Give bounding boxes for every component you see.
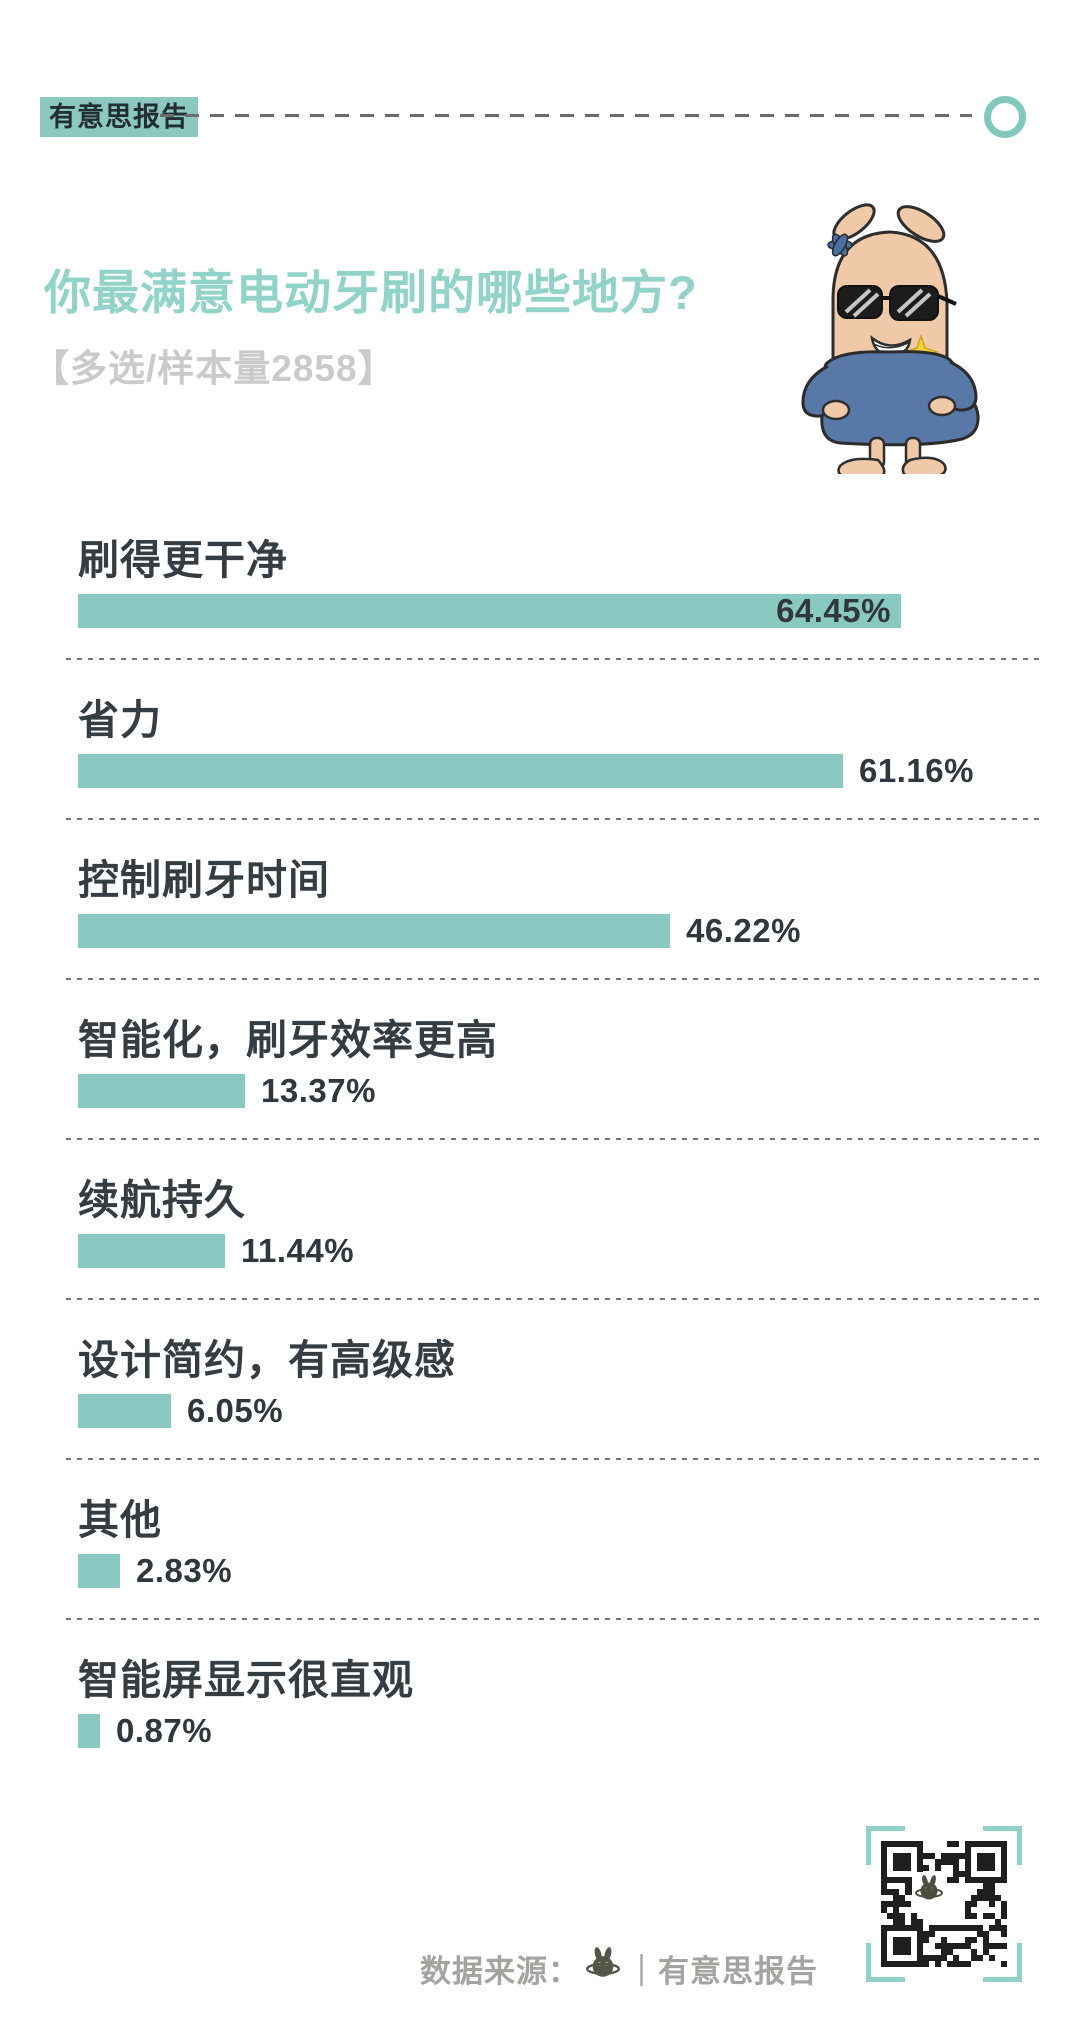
qr-bracket-icon [866,1826,905,1865]
rabbit-mascot-sunglasses-icon [778,198,1002,482]
bar-line: 11.44% [78,1232,1040,1269]
bar-line: 64.45% [78,592,1040,629]
bar-chart: 刷得更干净 64.45% 省力 61.16% 控制刷牙时间 46.22% 智能化… [66,500,1040,1780]
qr-code-block [866,1826,1022,1982]
bar [78,1074,245,1108]
bar [78,754,843,788]
qr-bracket-icon [983,1826,1022,1865]
bar-label: 续航持久 [78,1177,246,1223]
report-badge: 有意思报告 [40,97,198,137]
chart-row: 控制刷牙时间 46.22% [66,820,1040,980]
bar-line: 2.83% [78,1552,1040,1589]
bar-line: 0.87% [78,1712,1040,1749]
bar-line: 46.22% [78,912,1040,949]
chart-row: 智能屏显示很直观 0.87% [66,1620,1040,1780]
bar-value: 11.44% [241,1232,355,1269]
qr-code [881,1841,1007,1967]
chart-row: 省力 61.16% [66,660,1040,820]
bar-value: 13.37% [261,1072,376,1109]
source-prefix: 数据来源： [420,1953,580,1989]
bar-line: 6.05% [78,1392,1040,1429]
bar: 64.45% [78,592,901,629]
bar [78,1714,100,1748]
chart-row: 刷得更干净 64.45% [66,500,1040,660]
bar-value: 2.83% [136,1552,233,1589]
chart-row: 智能化，刷牙效率更高 13.37% [66,980,1040,1140]
bar-label: 其他 [78,1497,162,1543]
source-suffix: ｜有意思报告 [626,1953,818,1989]
bar-value: 61.16% [859,752,974,789]
bar [78,914,670,948]
bar-label: 设计简约，有高级感 [78,1337,456,1383]
bar-label: 刷得更干净 [78,537,288,583]
bar-label: 控制刷牙时间 [78,857,330,903]
bar-value: 6.05% [187,1392,284,1429]
bar-label: 省力 [78,697,162,743]
sample-note: 【多选/样本量2858】 [32,348,396,389]
bar-value: 46.22% [686,912,801,949]
page-title: 你最满意电动牙刷的哪些地方? [44,266,698,319]
qr-bracket-icon [866,1943,905,1982]
bar-line: 61.16% [78,752,1040,789]
chart-row: 设计简约，有高级感 6.05% [66,1300,1040,1460]
qr-bracket-icon [983,1943,1022,1982]
chart-row: 其他 2.83% [66,1460,1040,1620]
rabbit-planet-logo-icon [586,1947,620,1989]
bar [78,1554,120,1588]
chart-row: 续航持久 11.44% [66,1140,1040,1300]
teal-ring-icon [984,96,1026,138]
bar-value: 64.45% [776,592,891,629]
bar-label: 智能化，刷牙效率更高 [78,1017,498,1063]
bar [78,1234,225,1268]
bar [78,1394,171,1428]
bar-value: 0.87% [116,1712,213,1749]
bar-label: 智能屏显示很直观 [78,1657,414,1703]
data-source-line: 数据来源： ｜有意思报告 [420,1947,818,1989]
rabbit-planet-logo-icon [912,1872,946,1906]
header-dashed-line [160,114,972,117]
bar-line: 13.37% [78,1072,1040,1109]
